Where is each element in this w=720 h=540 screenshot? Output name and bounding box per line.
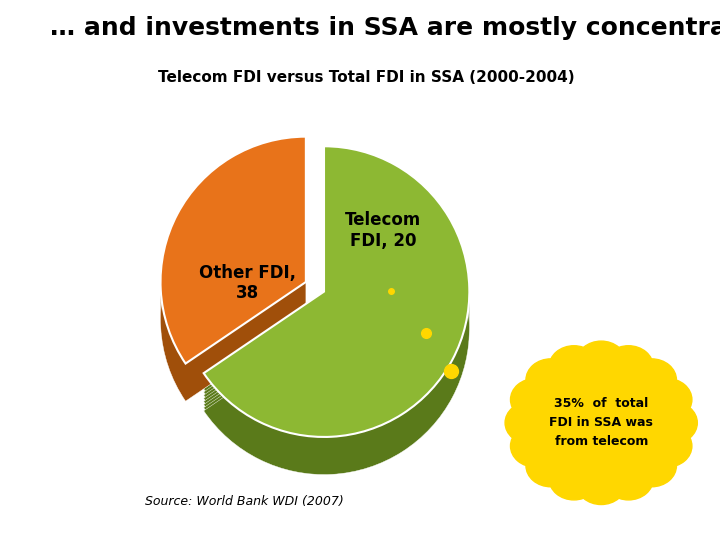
Text: Telecom FDI versus Total FDI in SSA (2000-2004): Telecom FDI versus Total FDI in SSA (200… — [158, 70, 575, 85]
Circle shape — [510, 425, 560, 467]
Wedge shape — [161, 168, 306, 395]
Wedge shape — [161, 165, 306, 392]
Circle shape — [523, 357, 679, 489]
Text: … and investments in SSA are mostly concentrated on ICT: … and investments in SSA are mostly conc… — [50, 16, 720, 40]
Wedge shape — [161, 137, 306, 363]
Circle shape — [627, 444, 677, 487]
Wedge shape — [161, 146, 306, 373]
Circle shape — [642, 379, 692, 421]
Circle shape — [648, 402, 698, 444]
Circle shape — [510, 379, 560, 421]
Circle shape — [576, 341, 626, 383]
Wedge shape — [204, 159, 469, 449]
Wedge shape — [161, 171, 306, 398]
Wedge shape — [161, 156, 306, 382]
Wedge shape — [204, 165, 469, 456]
Wedge shape — [204, 162, 469, 453]
Circle shape — [549, 346, 599, 388]
Wedge shape — [204, 174, 469, 465]
Wedge shape — [204, 168, 469, 459]
Text: 35%  of  total
FDI in SSA was
from telecom: 35% of total FDI in SSA was from telecom — [549, 397, 653, 448]
Circle shape — [505, 402, 554, 444]
Wedge shape — [204, 152, 469, 443]
Circle shape — [549, 458, 599, 500]
Wedge shape — [161, 140, 306, 367]
Text: Source: World Bank WDI (2007): Source: World Bank WDI (2007) — [145, 495, 344, 508]
Wedge shape — [161, 152, 306, 379]
Circle shape — [526, 359, 575, 401]
Circle shape — [603, 346, 653, 388]
Circle shape — [603, 458, 653, 500]
Wedge shape — [204, 146, 469, 437]
Text: Telecom
FDI, 20: Telecom FDI, 20 — [345, 211, 421, 250]
Wedge shape — [161, 161, 306, 389]
Text: Other FDI,
38: Other FDI, 38 — [199, 264, 295, 302]
Wedge shape — [204, 156, 469, 447]
Wedge shape — [204, 178, 469, 468]
Wedge shape — [204, 184, 469, 475]
Wedge shape — [204, 150, 469, 440]
Circle shape — [627, 359, 677, 401]
Wedge shape — [204, 181, 469, 471]
Circle shape — [526, 444, 575, 487]
Wedge shape — [161, 174, 306, 401]
Wedge shape — [161, 149, 306, 376]
Wedge shape — [161, 143, 306, 370]
Circle shape — [642, 425, 692, 467]
Circle shape — [576, 462, 626, 504]
Wedge shape — [204, 171, 469, 462]
Wedge shape — [161, 159, 306, 386]
